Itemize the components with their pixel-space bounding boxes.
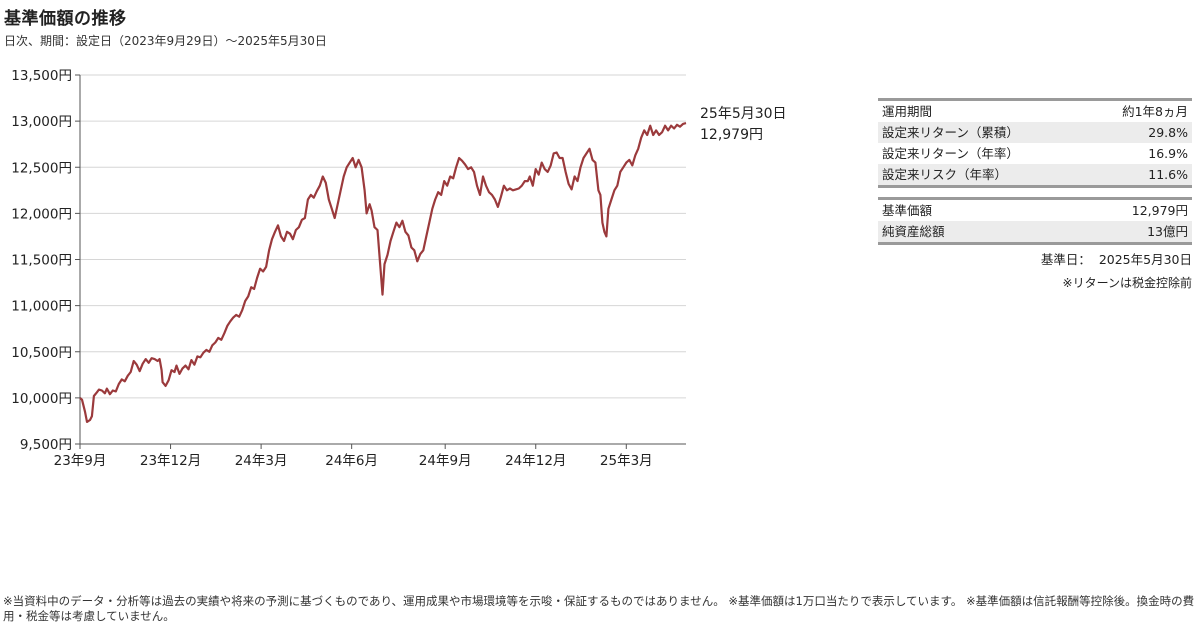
y-tick-label: 13,000円 <box>11 114 72 130</box>
stat-row: 設定来リスク（年率） 11.6% <box>878 164 1192 187</box>
chart-subtitle: 日次、期間：設定日（2023年9月29日）～2025年5月30日 <box>4 34 327 48</box>
stat-label: 運用期間 <box>882 104 933 119</box>
y-tick-label: 9,500円 <box>20 437 72 453</box>
stat-row: 運用期間 約1年8ヵ月 <box>878 100 1192 123</box>
return-note: ※リターンは税金控除前 <box>1062 276 1192 290</box>
stat-value: 約1年8ヵ月 <box>1122 104 1188 119</box>
x-tick-label: 24年9月 <box>419 453 472 469</box>
stats-panel: 運用期間 約1年8ヵ月 設定来リターン（累積） 29.8% 設定来リターン（年率） 1… <box>878 98 1192 291</box>
last-value-label: 12,979円 <box>700 127 763 143</box>
y-tick-label: 13,500円 <box>11 68 72 84</box>
x-tick-label: 24年3月 <box>235 453 288 469</box>
stat-value: 16.9% <box>1148 146 1188 161</box>
x-tick-label: 25年3月 <box>600 453 653 469</box>
stat-label: 基準価額 <box>882 203 933 218</box>
stat-row: 純資産総額 13億円 <box>878 221 1192 244</box>
x-tick-label: 23年9月 <box>54 453 107 469</box>
last-date-label: 25年5月30日 <box>700 106 787 122</box>
y-tick-label: 12,500円 <box>11 160 72 176</box>
y-tick-label: 10,000円 <box>11 391 72 407</box>
stat-row: 基準価額 12,979円 <box>878 199 1192 222</box>
performance-table: 運用期間 約1年8ヵ月 設定来リターン（累積） 29.8% 設定来リターン（年率） 1… <box>878 98 1192 188</box>
x-tick-label: 24年6月 <box>325 453 378 469</box>
page-title: 基準価額の推移 <box>4 9 127 29</box>
stat-label: 純資産総額 <box>878 221 1043 244</box>
as-of-value: 2025年5月30日 <box>1098 252 1192 267</box>
stat-label: 設定来リターン（累積） <box>878 122 1086 143</box>
nav-line-chart: 9,500円 10,000円 10,500円 11,000円 11,500円 12,000… <box>11 68 787 469</box>
stat-label: 設定来リターン（年率） <box>882 146 1019 161</box>
stat-row: 設定来リターン（年率） 16.9% <box>878 143 1192 164</box>
nav-table: 基準価額 12,979円 純資産総額 13億円 <box>878 197 1192 245</box>
x-tick-label: 24年12月 <box>505 453 566 469</box>
nav-series-line <box>79 122 687 423</box>
x-tick-label: 23年12月 <box>140 453 201 469</box>
stat-row: 設定来リターン（累積） 29.8% <box>878 122 1192 143</box>
stat-value: 11.6% <box>1085 164 1192 187</box>
stat-value: 13億円 <box>1042 221 1192 244</box>
disclaimer-footnote: ※当資料中のデータ・分析等は過去の実績や将来の予測に基づくものであり、運用成果や… <box>3 594 1195 623</box>
y-tick-label: 10,500円 <box>11 345 72 361</box>
as-of-date: 基準日： 2025年5月30日 <box>878 249 1192 268</box>
y-tick-label: 11,000円 <box>11 299 72 315</box>
stat-label: 設定来リスク（年率） <box>878 164 1086 187</box>
stat-value: 29.8% <box>1085 122 1192 143</box>
y-tick-label: 12,000円 <box>11 206 72 222</box>
y-tick-label: 11,500円 <box>11 253 72 269</box>
as-of-label: 基準日： <box>1040 252 1091 267</box>
stat-value: 12,979円 <box>1131 203 1188 218</box>
